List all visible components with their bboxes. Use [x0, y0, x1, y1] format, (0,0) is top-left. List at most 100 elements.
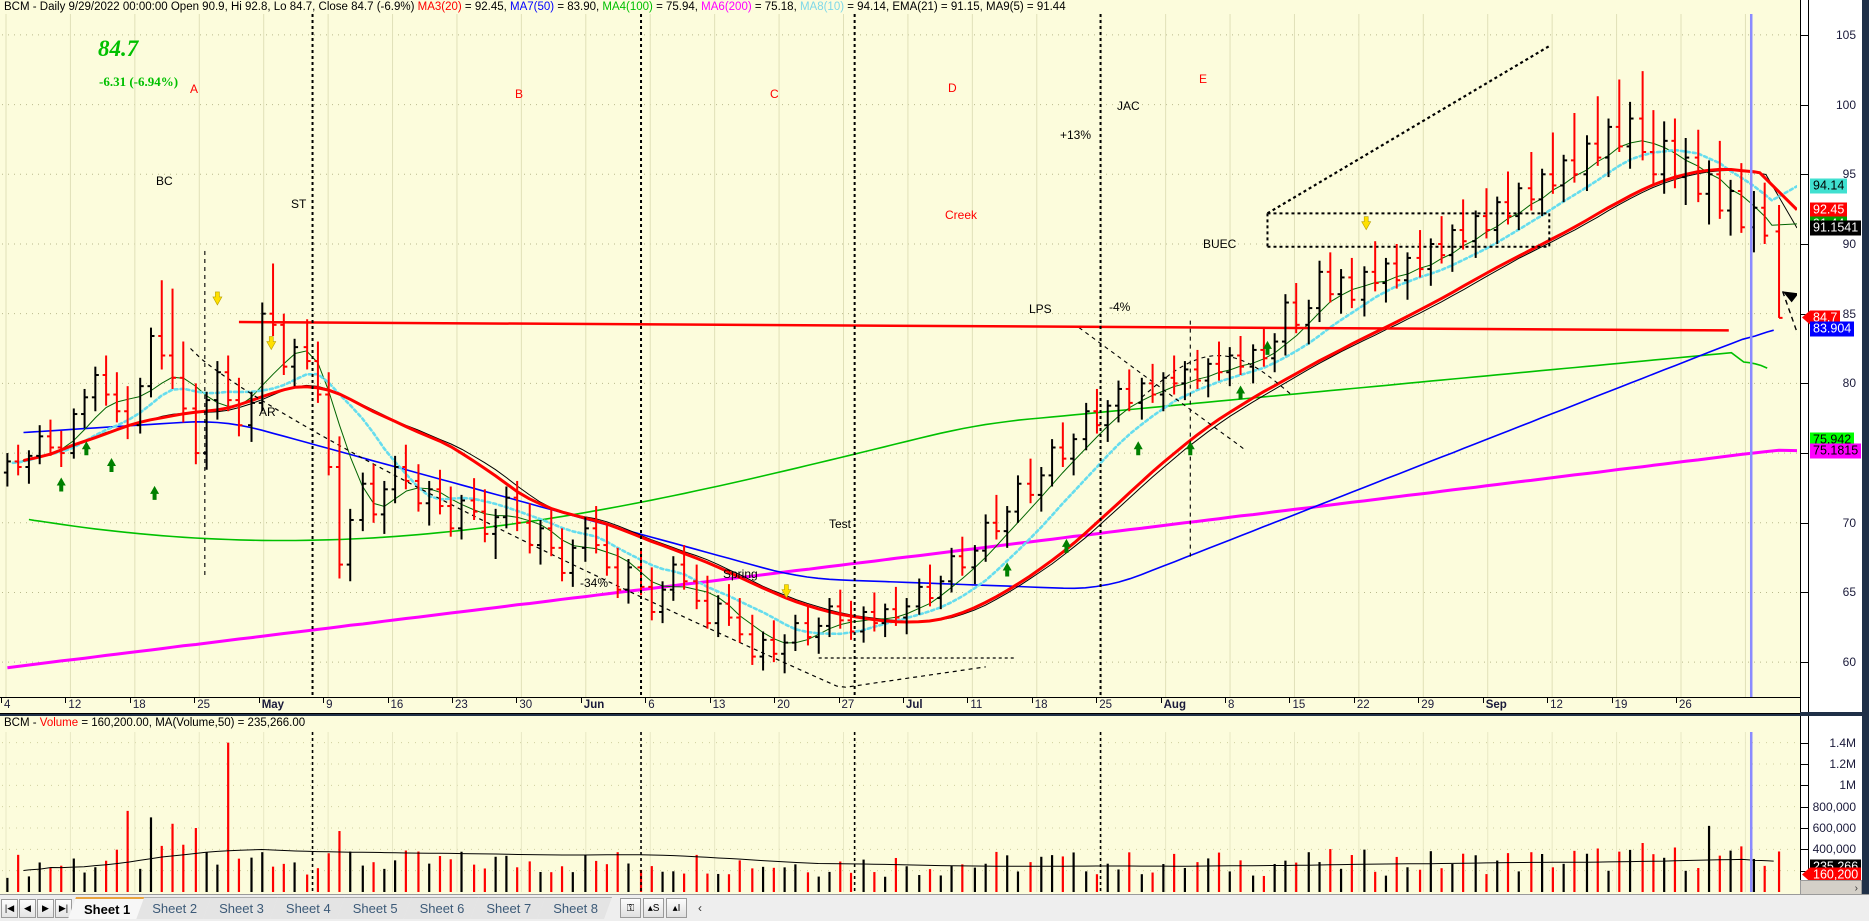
price-axis-tick [1801, 104, 1808, 106]
volume-marker-arrow-icon [1802, 867, 1810, 882]
date-axis-label: 23 [454, 699, 468, 711]
ohlc-bar [1482, 188, 1490, 239]
ohlc-label: Open 90.9, Hi 92.8, Lo 84.7, Close 84.7 … [170, 1, 415, 13]
last-sheet-button[interactable]: ▶| [55, 898, 72, 918]
ohlc-bar [1316, 260, 1324, 323]
ohlc-bar [669, 556, 677, 601]
ohlc-bar [958, 536, 966, 576]
tick-mark-icon [1547, 698, 1549, 703]
ohlc-bar [1170, 355, 1178, 395]
ohlc-bar [1249, 344, 1257, 384]
scale-s-button[interactable]: ▴S [643, 898, 665, 918]
ohlc-bar [1694, 129, 1702, 203]
volume-values: = 160,200.00, MA(Volume,50) = 235,266.00 [81, 717, 306, 729]
ohlc-bar [1215, 341, 1223, 381]
ohlc-bar [359, 472, 367, 532]
ohlc-bar [1360, 266, 1368, 317]
ohlc-bar [1125, 369, 1133, 412]
ohlc-bar [1371, 241, 1379, 292]
ohlc-bar [391, 455, 399, 504]
ohlc-bar [3, 453, 11, 487]
annotation-creek: Creek [945, 208, 978, 222]
tick-mark-icon [774, 698, 776, 703]
next-sheet-button[interactable]: ▶ [37, 898, 54, 918]
ohlc-bar [1504, 171, 1512, 225]
volume-chart-panel[interactable]: BCM - Volume = 160,200.00, MA(Volume,50)… [0, 716, 1800, 894]
date-axis-label: 15 [1292, 699, 1306, 711]
scroll-right-icon[interactable]: › [1854, 882, 1858, 894]
volume-chart-svg [2, 732, 1797, 892]
tick-mark-icon [580, 698, 582, 703]
price-axis-label: 80 [1842, 376, 1856, 391]
sheet-tab-2[interactable]: Sheet 2 [136, 897, 211, 919]
scale-i-button[interactable]: ▴I [666, 898, 688, 918]
ohlc-bar [1393, 243, 1401, 289]
price-badge-92-45[interactable]: 92.45 [1810, 202, 1848, 218]
volume-badge-160200[interactable]: 160,200 [1801, 867, 1862, 883]
ohlc-bar [558, 528, 566, 582]
ohlc-bar [25, 450, 33, 484]
sheet-tab-1[interactable]: Sheet 1 [68, 897, 144, 919]
price-value-axis[interactable]: 1051009590858075706560 94.1492.4591.4491… [1800, 0, 1862, 712]
volume-prefix: BCM - [4, 717, 40, 729]
price-axis-tick [1801, 453, 1808, 455]
sheet-tab-bar[interactable]: |◀ ◀ ▶ ▶| Sheet 1 Sheet 2 Sheet 3 Sheet 4 Sheet… [0, 894, 1869, 921]
ohlc-bar [169, 288, 177, 389]
date-axis-label: 26 [1679, 699, 1692, 711]
tick-mark-icon [902, 698, 904, 703]
last-price-display: 84.7 [98, 36, 139, 61]
sheet-tab-6[interactable]: Sheet 6 [404, 897, 479, 919]
ohlc-bar [1570, 112, 1578, 183]
ohlc-bar [291, 338, 299, 387]
prev-sheet-button[interactable]: ◀ [19, 898, 36, 918]
ohlc-bar [1348, 257, 1356, 309]
date-axis[interactable]: 4 12 18 25 May 9 16 23 30 Jun 6 13 20 27 Jul 11 18 25 Aug 8… [0, 697, 1800, 714]
sheet-tab-7[interactable]: Sheet 7 [470, 897, 545, 919]
ohlc-bar [414, 464, 422, 512]
price-axis-label: 90 [1842, 236, 1856, 251]
ohlc-bar [903, 598, 911, 635]
price-badge-83-904[interactable]: 83.904 [1810, 321, 1855, 337]
horizontal-scrollbar[interactable]: › [1800, 880, 1862, 896]
sheet-tab-4[interactable]: Sheet 4 [270, 897, 345, 919]
price-badge-94-14[interactable]: 94.14 [1810, 178, 1848, 194]
sheet-tab-8[interactable]: Sheet 8 [537, 897, 612, 919]
tick-mark-icon [709, 698, 711, 703]
annotation-e: E [1199, 72, 1208, 86]
sheet-tab-5[interactable]: Sheet 5 [337, 897, 412, 919]
date-axis-label: 27 [841, 699, 855, 711]
tick-mark-icon [1289, 698, 1291, 703]
indicator-ema21: EMA(21) = 91.15, [889, 1, 983, 13]
price-axis-tick [1801, 243, 1808, 245]
price-axis-label: 95 [1842, 167, 1856, 182]
ohlc-bar [1048, 439, 1056, 487]
ohlc-bar [370, 464, 378, 523]
annotation-st: ST [291, 197, 307, 211]
annotation-ar: AR [259, 405, 276, 419]
volume-axis-label: 600,000 [1812, 821, 1856, 835]
collapse-button[interactable]: ‹ [698, 901, 703, 915]
ohlc-bar [693, 564, 701, 610]
sheet-tab-3[interactable]: Sheet 3 [203, 897, 278, 919]
ohlc-bar [102, 355, 110, 406]
price-badge-91-1541[interactable]: 91.1541 [1810, 220, 1862, 236]
volume-series-label: Volume [39, 717, 79, 729]
ohlc-bar [425, 480, 433, 526]
first-sheet-button[interactable]: |◀ [1, 898, 18, 918]
tick-mark-icon [1225, 698, 1227, 703]
date-axis-label: 25 [1099, 699, 1112, 711]
price-badge-75-1815[interactable]: 75.1815 [1810, 443, 1862, 459]
symbol-label: BCM - Daily 9/29/2022 00:00:00 [4, 1, 168, 13]
ohlc-bar [57, 430, 65, 468]
tick-mark-icon [1, 698, 2, 703]
tick-mark-icon [1676, 698, 1677, 703]
price-plot-area[interactable] [2, 14, 1797, 697]
ohlc-bar [436, 469, 444, 515]
volume-plot-area[interactable] [2, 732, 1797, 892]
ohlc-bar [402, 444, 410, 490]
ohlc-bar [1615, 79, 1623, 152]
ohlc-bar [1027, 458, 1035, 504]
lock-button[interactable]: ⚿ [620, 898, 642, 918]
price-chart-panel[interactable]: BCM - Daily 9/29/2022 00:00:00 Open 90.9… [0, 0, 1800, 712]
